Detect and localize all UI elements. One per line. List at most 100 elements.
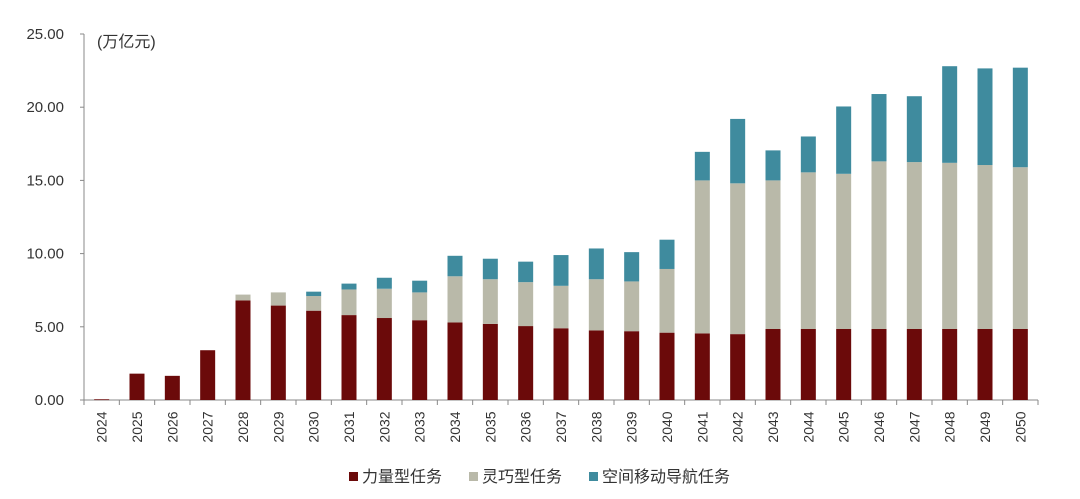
bar-segment-3-2034 <box>447 255 463 277</box>
bar-segment-1-2029 <box>270 305 286 400</box>
bar-segment-2-2043 <box>765 180 781 329</box>
bar-segment-3-2045 <box>836 106 852 174</box>
bar-segment-2-2034 <box>447 276 463 323</box>
x-tick-label: 2038 <box>588 411 604 442</box>
x-tick-label: 2024 <box>94 411 110 442</box>
bar-segment-1-2032 <box>376 318 392 400</box>
legend: 力量型任务 灵巧型任务 空间移动导航任务 <box>349 468 730 486</box>
bar-segment-2-2029 <box>270 292 286 306</box>
bar-segment-1-2042 <box>730 334 746 400</box>
x-tick-label: 2029 <box>270 411 286 442</box>
x-tick-label: 2035 <box>482 411 498 442</box>
x-tick-label: 2043 <box>765 411 781 442</box>
bar-segment-2-2035 <box>482 279 498 324</box>
bar-segment-2-2044 <box>800 172 816 329</box>
bar-segment-2-2046 <box>871 161 887 329</box>
x-tick-label: 2033 <box>412 411 428 442</box>
x-tick-label: 2026 <box>164 411 180 442</box>
bar-segment-2-2038 <box>588 279 604 331</box>
bar-segment-2-2048 <box>942 162 958 329</box>
x-tick-label: 2037 <box>553 411 569 442</box>
legend-swatch-1 <box>349 472 358 481</box>
bar-segment-3-2040 <box>659 239 675 269</box>
legend-label-2: 灵巧型任务 <box>482 468 562 486</box>
bar-segment-3-2037 <box>553 255 569 286</box>
bar-segment-3-2041 <box>694 151 710 181</box>
bar-segment-1-2044 <box>800 328 816 400</box>
x-tick-label: 2039 <box>624 411 640 442</box>
bar-segment-2-2047 <box>906 162 922 329</box>
bar-segment-1-2024 <box>94 399 110 401</box>
bar-segment-3-2046 <box>871 94 887 162</box>
x-tick-label: 2045 <box>836 411 852 442</box>
bar-segment-3-2042 <box>730 118 746 184</box>
x-tick-label: 2028 <box>235 411 251 442</box>
bar-segment-1-2026 <box>164 375 180 400</box>
bar-segment-1-2038 <box>588 330 604 400</box>
bar-segment-3-2043 <box>765 150 781 181</box>
x-tick-label: 2042 <box>730 411 746 442</box>
x-tick-labels: 2024 2025 2026 2027 2028 2029 2030 2031 2032 2033… <box>83 400 1039 443</box>
bar-segment-2-2040 <box>659 268 675 333</box>
legend-swatch-3 <box>589 472 598 481</box>
y-tick-label: 5.00 <box>35 319 64 336</box>
y-tick-label: 20.00 <box>26 99 64 116</box>
bar-segment-2-2041 <box>694 180 710 334</box>
x-tick-label: 2040 <box>659 411 675 442</box>
bar-segment-2-2028 <box>235 294 251 301</box>
x-tick-label: 2036 <box>518 411 534 442</box>
bar-segment-1-2034 <box>447 322 463 400</box>
x-tick-label: 2049 <box>977 411 993 442</box>
bar-segment-1-2030 <box>306 310 322 400</box>
x-tick-label: 2032 <box>376 411 392 442</box>
bar-segment-2-2033 <box>412 292 428 321</box>
x-tick-label: 2030 <box>306 411 322 442</box>
bar-segment-3-2050 <box>1012 67 1028 168</box>
bar-segment-2-2049 <box>977 165 993 329</box>
bar-segment-1-2045 <box>836 328 852 400</box>
x-tick-label: 2046 <box>871 411 887 442</box>
bar-segment-3-2033 <box>412 280 428 293</box>
x-tick-label: 2034 <box>447 411 463 442</box>
bar-segment-1-2043 <box>765 328 781 400</box>
x-tick-label: 2047 <box>906 411 922 442</box>
bar-segment-2-2036 <box>518 282 534 327</box>
bar-segment-1-2049 <box>977 328 993 400</box>
bar-segment-1-2050 <box>1012 328 1028 400</box>
legend-swatch-2 <box>469 472 478 481</box>
bar-segment-1-2046 <box>871 328 887 400</box>
bar-segment-3-2035 <box>482 258 498 280</box>
bar-segment-1-2025 <box>129 373 145 400</box>
bar-segment-1-2037 <box>553 328 569 400</box>
bar-segment-3-2047 <box>906 96 922 163</box>
bar-segment-3-2036 <box>518 261 534 283</box>
bar-segment-1-2040 <box>659 332 675 400</box>
bar-segment-1-2028 <box>235 300 251 400</box>
y-tick-labels: 0.00 5.00 10.00 15.00 20.00 25.00 <box>26 26 84 409</box>
unit-label: (万亿元) <box>97 33 156 51</box>
x-tick-label: 2044 <box>800 411 816 442</box>
bar-segment-3-2048 <box>942 66 958 163</box>
bar-segment-2-2039 <box>624 281 640 332</box>
bar-segment-1-2039 <box>624 331 640 400</box>
bar-segment-1-2027 <box>200 350 216 400</box>
x-tick-label: 2031 <box>341 411 357 442</box>
x-tick-label: 2041 <box>694 411 710 442</box>
bar-segment-1-2041 <box>694 333 710 400</box>
x-tick-label: 2027 <box>200 411 216 442</box>
y-tick-label: 25.00 <box>26 26 64 43</box>
legend-label-3: 空间移动导航任务 <box>602 468 730 486</box>
bar-segment-1-2036 <box>518 326 534 400</box>
y-tick-label: 0.00 <box>35 392 64 409</box>
bar-segment-2-2030 <box>306 296 322 311</box>
bar-segment-1-2048 <box>942 328 958 400</box>
legend-label-1: 力量型任务 <box>362 468 442 486</box>
bar-segment-3-2039 <box>624 252 640 282</box>
bar-segment-3-2031 <box>341 283 357 290</box>
bar-segment-2-2050 <box>1012 167 1028 329</box>
bar-segment-2-2032 <box>376 288 392 319</box>
bar-segment-3-2032 <box>376 277 392 289</box>
x-tick-label: 2050 <box>1012 411 1028 442</box>
bar-segment-2-2042 <box>730 183 746 335</box>
